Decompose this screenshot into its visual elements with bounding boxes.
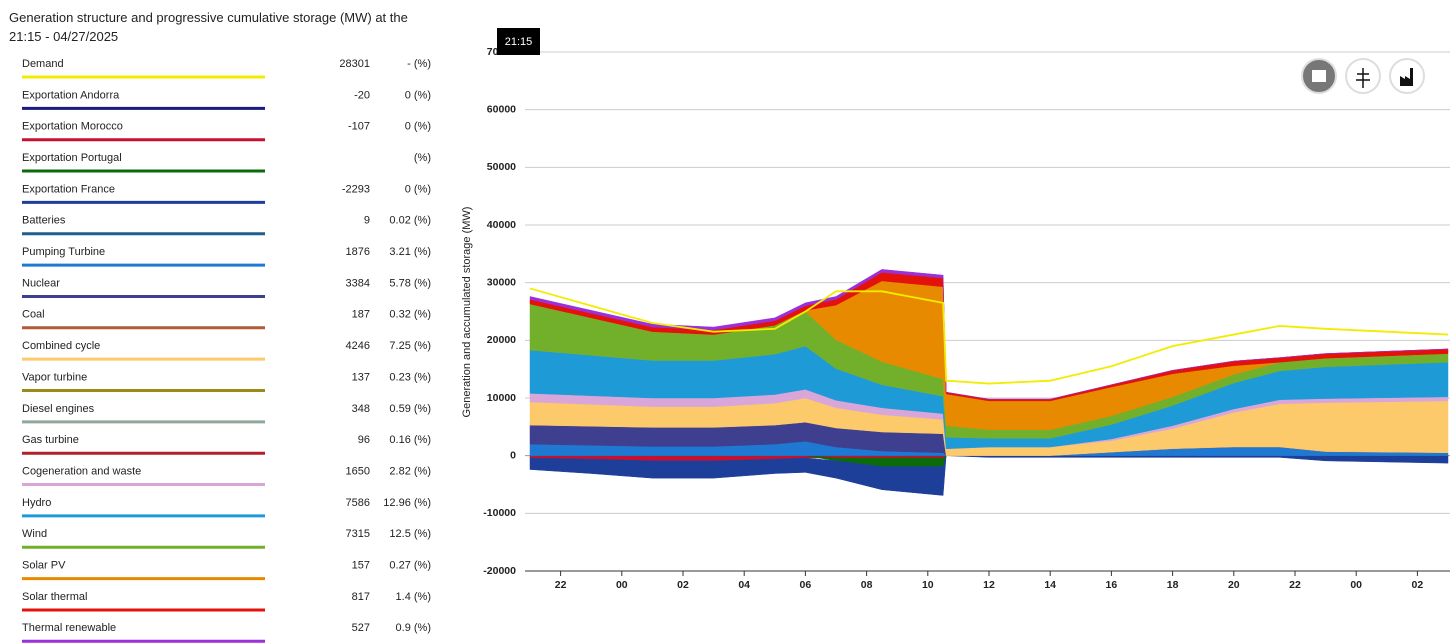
legend-name: Pumping Turbine [22, 246, 105, 258]
legend-share: - (%) [407, 58, 431, 70]
legend-share: 2.82 (%) [389, 465, 431, 477]
legend-value: 187 [352, 309, 370, 321]
x-tick-label: 18 [1167, 579, 1179, 591]
x-tick-label: 16 [1106, 579, 1118, 591]
legend-name: Hydro [22, 497, 51, 509]
y-tick-label: 0 [510, 449, 516, 461]
legend-name: Batteries [22, 215, 66, 227]
x-tick-label: 08 [861, 579, 873, 591]
legend-name: Coal [22, 309, 45, 321]
structure-icon [1312, 70, 1326, 82]
y-tick-label: 40000 [487, 219, 516, 231]
legend-value: -20 [354, 89, 370, 101]
legend-name: Exportation Morocco [22, 121, 123, 133]
y-tick-label: 60000 [487, 103, 516, 115]
legend-share: 0 (%) [405, 183, 431, 195]
x-tick-label: 22 [1289, 579, 1301, 591]
nonrenewable-button[interactable] [1389, 58, 1425, 94]
factory-icon [1400, 68, 1413, 86]
x-tick-label: 20 [1228, 579, 1240, 591]
legend-name: Exportation Andorra [22, 89, 120, 101]
x-tick-label: 02 [677, 579, 689, 591]
legend-value: 1876 [346, 246, 370, 258]
tooltip-text: 21:15 [505, 36, 533, 48]
x-tick-label: 00 [616, 579, 628, 591]
legend-name: Solar thermal [22, 591, 87, 603]
legend-share: 0.23 (%) [389, 371, 431, 383]
legend-share: 0 (%) [405, 121, 431, 133]
x-tick-label: 10 [922, 579, 934, 591]
legend-name: Wind [22, 528, 47, 540]
legend-name: Exportation Portugal [22, 152, 122, 164]
legend-name: Solar PV [22, 560, 66, 572]
legend-value: 4246 [346, 340, 370, 352]
legend-name: Exportation France [22, 183, 115, 195]
legend-value: 817 [352, 591, 370, 603]
area [529, 269, 1449, 400]
x-tick-label: 02 [1412, 579, 1424, 591]
legend-value: 157 [352, 560, 370, 572]
legend-value: -107 [348, 121, 370, 133]
legend-value: 527 [352, 622, 370, 634]
legend-share: 0.9 (%) [396, 622, 431, 634]
legend-value: 3384 [346, 277, 370, 289]
area [529, 455, 1449, 496]
y-tick-label: -10000 [483, 507, 516, 519]
legend-share: 0.32 (%) [389, 309, 431, 321]
legend-value: 1650 [346, 465, 370, 477]
legend-share: 1.4 (%) [396, 591, 431, 603]
legend-name: Diesel engines [22, 403, 95, 415]
y-tick-label: 50000 [487, 161, 516, 173]
legend-name: Nuclear [22, 277, 60, 289]
x-tick-label: 22 [555, 579, 567, 591]
legend-value: 137 [352, 371, 370, 383]
legend-value: 9 [364, 215, 370, 227]
legend-value: 7315 [346, 528, 370, 540]
legend-name: Cogeneration and waste [22, 465, 141, 477]
legend-share: 0.02 (%) [389, 215, 431, 227]
x-tick-label: 00 [1350, 579, 1362, 591]
legend-share: 0 (%) [405, 89, 431, 101]
legend-share: 7.25 (%) [389, 340, 431, 352]
legend-value: -2293 [342, 183, 370, 195]
y-tick-label: 30000 [487, 276, 516, 288]
x-tick-label: 04 [738, 579, 750, 591]
wind-icon [1356, 68, 1370, 88]
x-tick-label: 12 [983, 579, 995, 591]
legend-value: 96 [358, 434, 370, 446]
legend-share: (%) [414, 152, 431, 164]
legend-name: Gas turbine [22, 434, 79, 446]
tooltip-box [497, 28, 540, 55]
legend-share: 5.78 (%) [389, 277, 431, 289]
demand-line [529, 287, 1449, 385]
legend-share: 12.96 (%) [383, 497, 431, 509]
legend-share: 3.21 (%) [389, 246, 431, 258]
panel-title: Generation structure and progressive cum… [9, 10, 408, 44]
legend-name: Combined cycle [22, 340, 100, 352]
y-axis-label: Generation and accumulated storage (MW) [461, 207, 473, 418]
legend-share: 0.59 (%) [389, 403, 431, 415]
legend-name: Thermal renewable [22, 622, 116, 634]
legend-share: 0.16 (%) [389, 434, 431, 446]
x-tick-label: 06 [800, 579, 812, 591]
legend-share: 0.27 (%) [389, 560, 431, 572]
y-tick-label: 10000 [487, 392, 516, 404]
legend-share: 12.5 (%) [389, 528, 431, 540]
y-tick-label: 20000 [487, 334, 516, 346]
area [530, 455, 1448, 467]
legend-value: 348 [352, 403, 370, 415]
legend-value: 28301 [339, 58, 370, 70]
legend-value: 7586 [346, 497, 370, 509]
y-tick-label: -20000 [483, 565, 516, 577]
x-tick-label: 14 [1044, 579, 1056, 591]
legend-name: Vapor turbine [22, 371, 87, 383]
legend-name: Demand [22, 58, 64, 70]
